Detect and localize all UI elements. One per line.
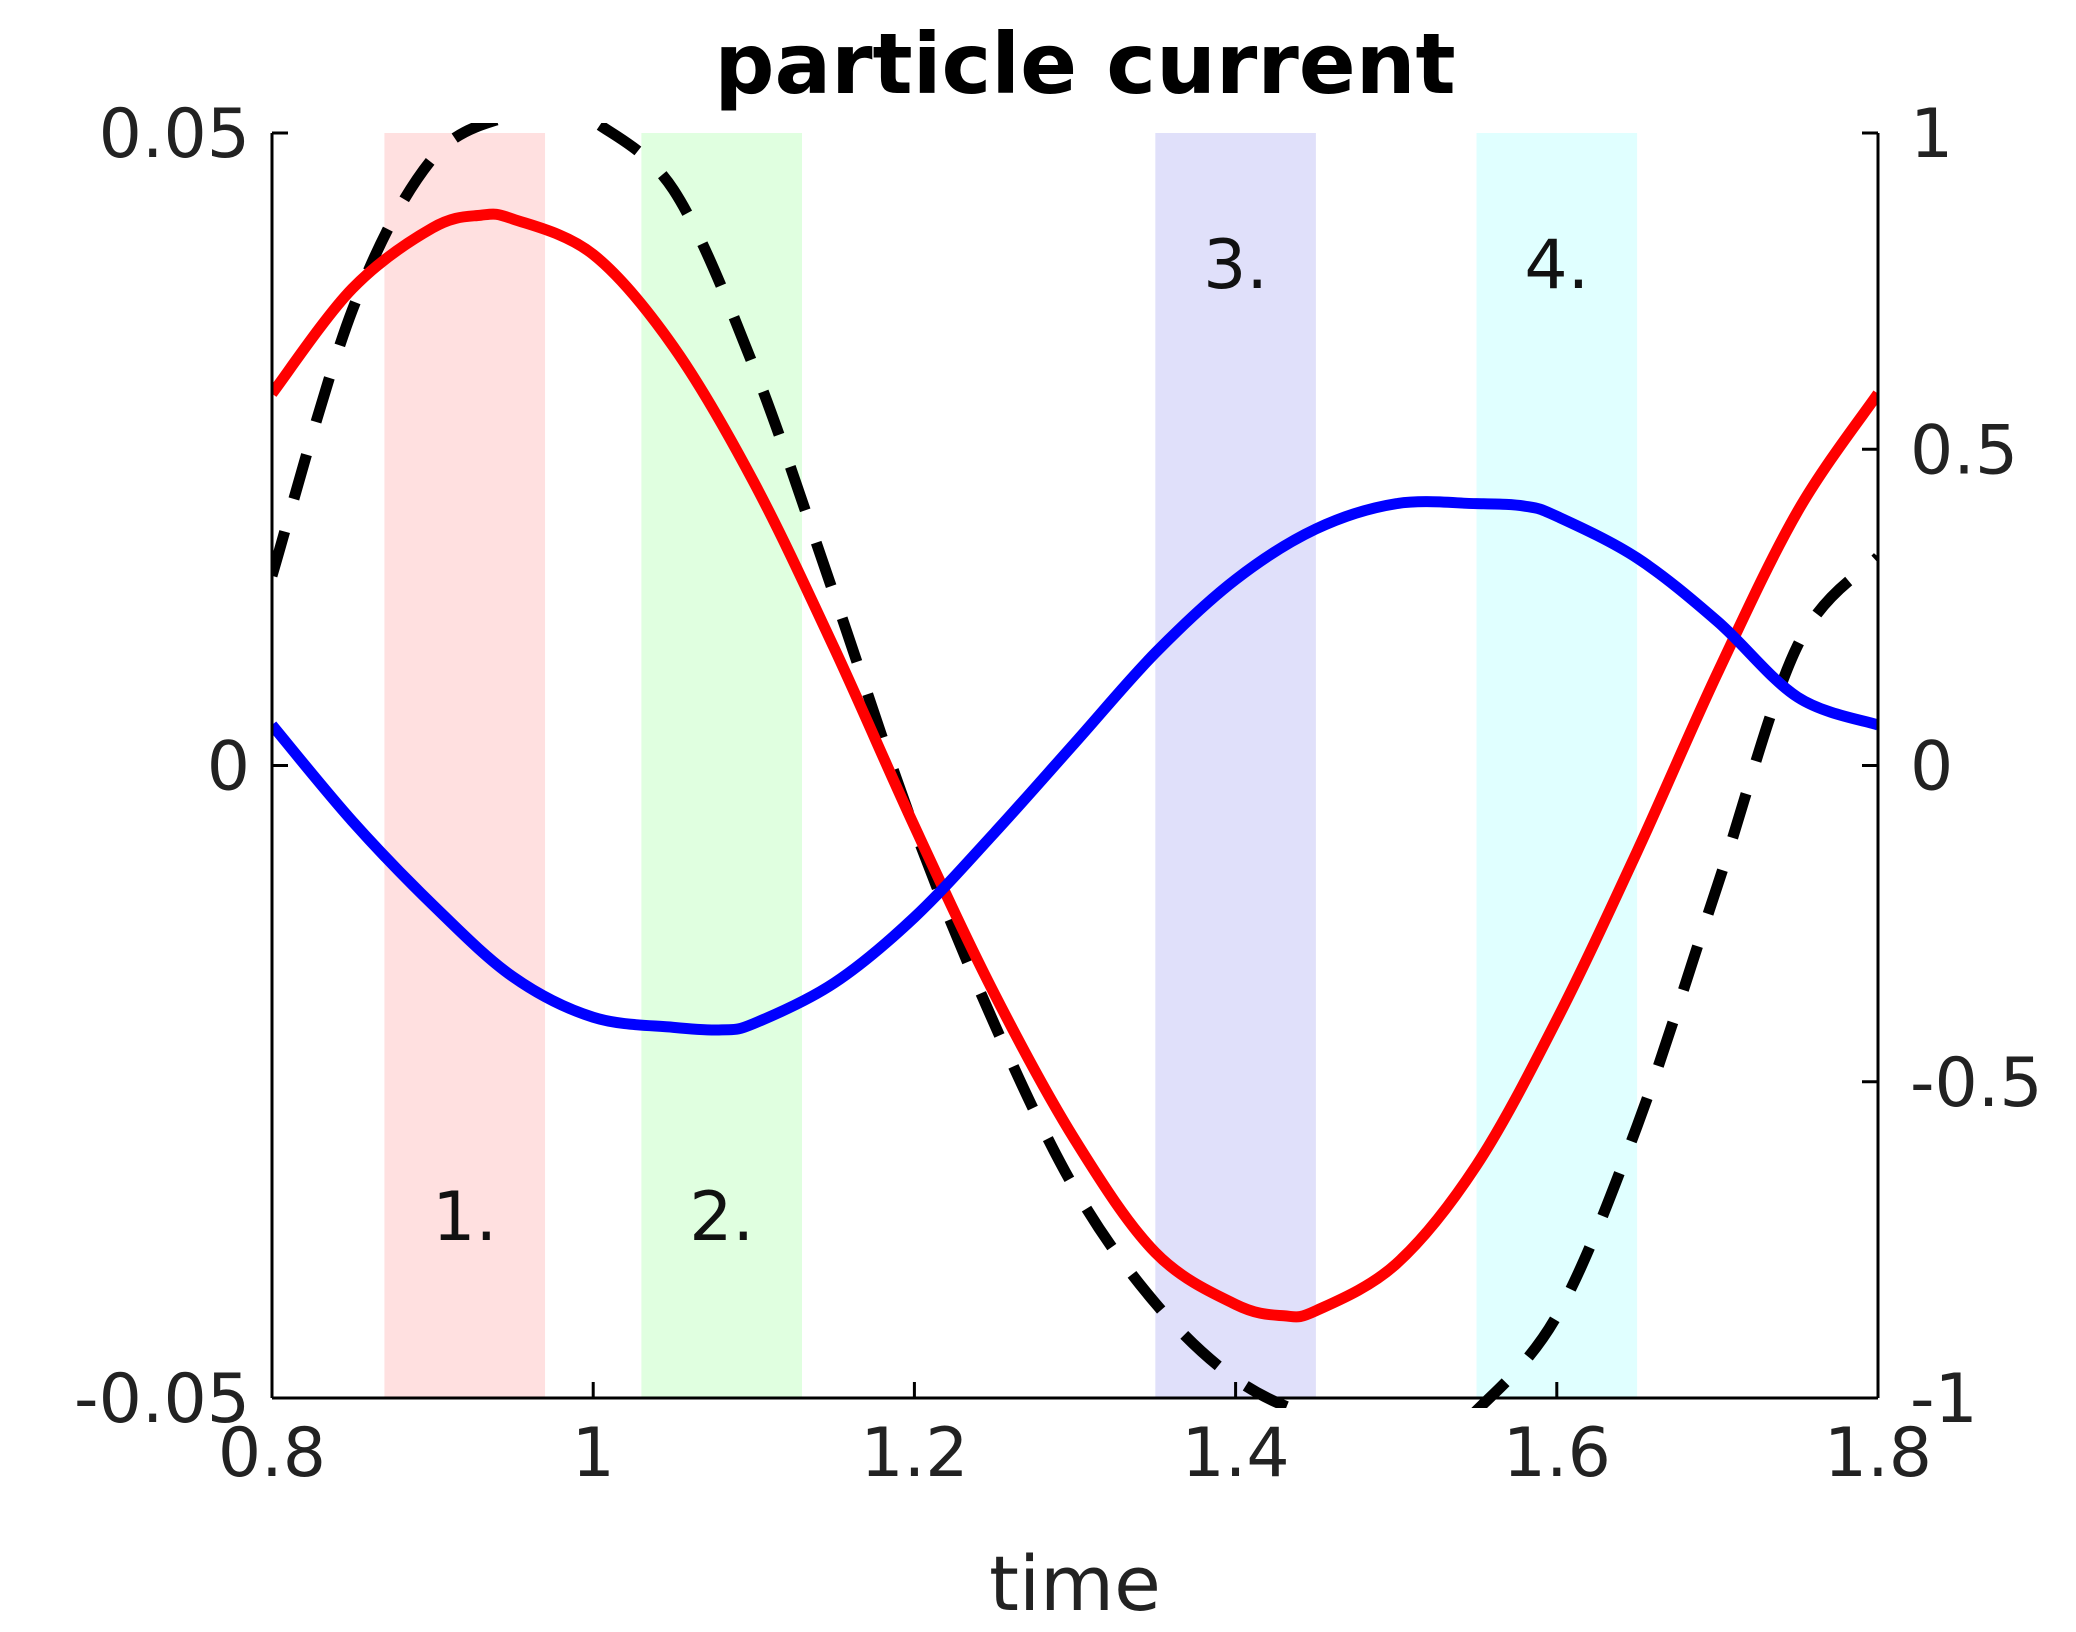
data-series <box>272 123 1878 1408</box>
band-label-1: 1. <box>432 1178 497 1257</box>
band-3 <box>1155 133 1316 1398</box>
x-tick-label: 0.8 <box>218 1414 326 1493</box>
series-red-line <box>272 208 1878 1323</box>
chart-title: particle current <box>714 15 1455 113</box>
x-axis-label: time <box>989 1539 1161 1628</box>
x-tick-label: 1.2 <box>860 1414 968 1493</box>
y-tick-label: 0 <box>207 728 250 807</box>
axes: 0.8 1 1.2 1.4 1.6 1.8 -0.05 0 0.05 -1 -0.5 0 0.5 1 <box>74 95 2043 1493</box>
y2-tick-label: 0.5 <box>1910 411 2018 490</box>
band-4 <box>1476 133 1638 1398</box>
y2-tick-label: 1 <box>1910 95 1953 174</box>
band-1 <box>384 133 546 1398</box>
x-tick-label: 1 <box>572 1414 615 1493</box>
x-tick-label: 1.6 <box>1503 1414 1611 1493</box>
y2-tick-label: -1 <box>1910 1360 1978 1439</box>
y2-tick-label: -0.5 <box>1910 1044 2043 1123</box>
band-label-2: 2. <box>689 1178 754 1257</box>
band-labels: 1. 2. 3. 4. <box>432 226 1589 1257</box>
y-tick-label: -0.05 <box>74 1360 250 1439</box>
highlight-bands <box>384 133 1638 1398</box>
series-blue-line <box>272 496 1878 1036</box>
x-tick-label: 1.8 <box>1824 1414 1932 1493</box>
band-label-3: 3. <box>1203 226 1268 305</box>
y2-tick-label: 0 <box>1910 728 1953 807</box>
y-tick-label: 0.05 <box>99 95 250 174</box>
band-label-4: 4. <box>1524 226 1589 305</box>
x-tick-label: 1.4 <box>1182 1414 1290 1493</box>
